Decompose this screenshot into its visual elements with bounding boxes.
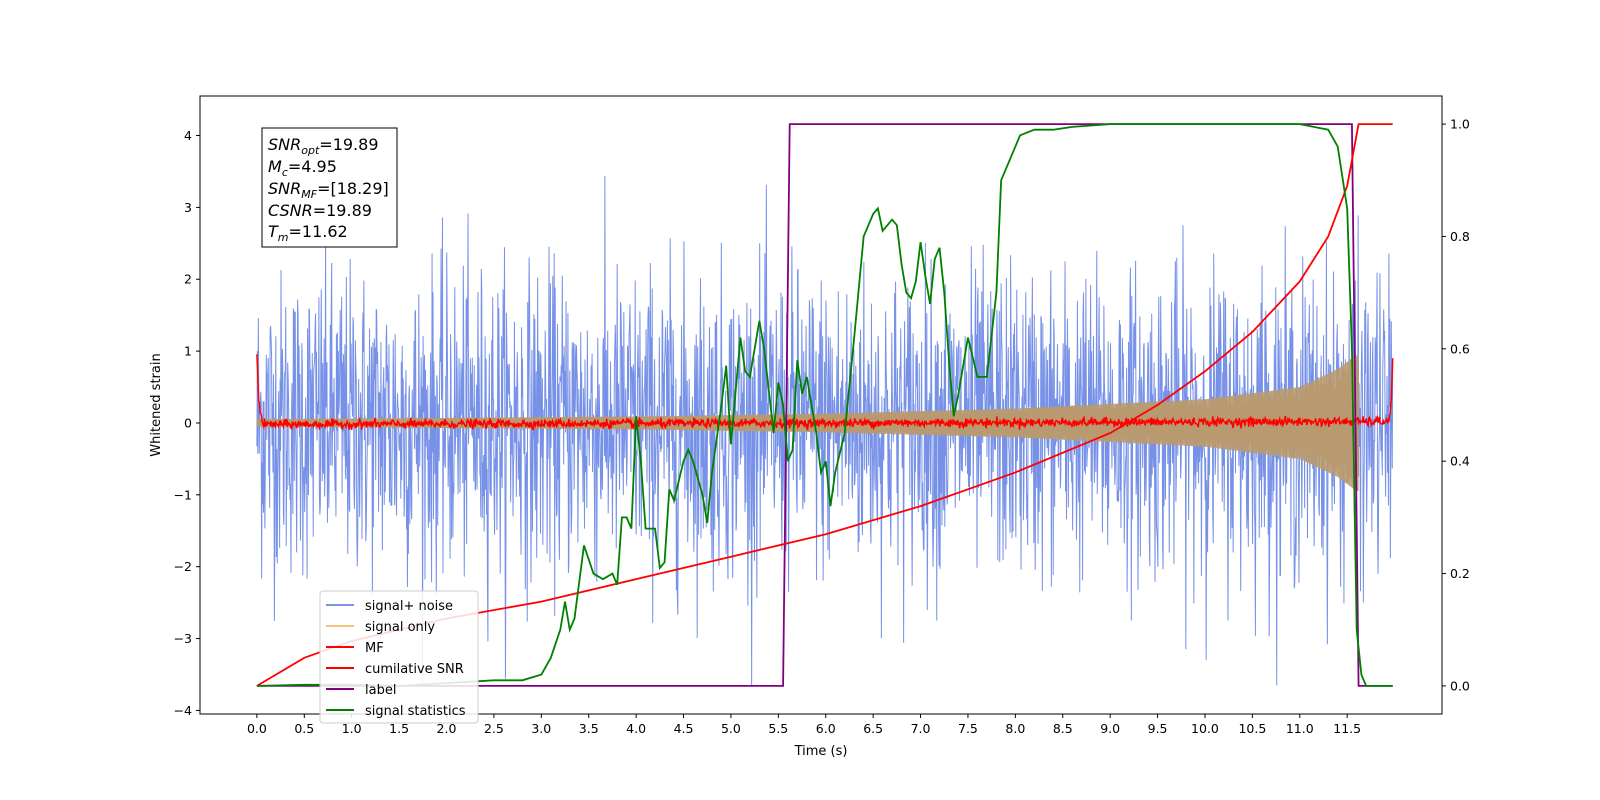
x-tick-label: 9.5	[1148, 721, 1168, 736]
info-box: SNRopt=19.89 Mc=4.95 SNRMF=[18.29] CSNR=…	[261, 127, 398, 248]
x-tick-label: 4.5	[674, 721, 694, 736]
y-tick-label: 4	[184, 128, 192, 143]
info-box-frame	[261, 127, 398, 248]
y2-tick-label: 0.0	[1450, 678, 1470, 693]
y-tick-label: −4	[174, 703, 192, 718]
y2-tick-label: 0.6	[1450, 341, 1470, 356]
info-snr-mf: SNRMF=[18.29]	[268, 179, 389, 201]
legend-item-signal-only: signal only	[326, 620, 435, 635]
legend-item-cumulative-snr: cumilative SNR	[326, 662, 464, 677]
x-tick-label: 3.0	[531, 721, 551, 736]
y-tick-label: 1	[184, 344, 192, 359]
y-tick-label: −2	[174, 559, 192, 574]
y-tick-label: −1	[174, 487, 192, 502]
legend-frame	[319, 590, 479, 724]
legend-item-signal-noise: signal+ noise	[326, 599, 453, 614]
info-snr-opt: SNRopt=19.89	[268, 135, 379, 157]
legend-label-label: label	[365, 683, 396, 698]
x-tick-label: 1.0	[342, 721, 362, 736]
legend-item-label: label	[326, 683, 396, 698]
info-mc: Mc=4.95	[268, 157, 337, 179]
x-tick-label: 6.0	[816, 721, 836, 736]
x-tick-label: 10.0	[1191, 721, 1219, 736]
x-tick-label: 11.5	[1333, 721, 1361, 736]
x-tick-label: 4.0	[626, 721, 646, 736]
legend: signal+ noise signal only MF cumilative …	[319, 590, 479, 724]
x-tick-label: 0.5	[294, 721, 314, 736]
x-tick-label: 2.5	[484, 721, 504, 736]
series-mf	[256, 354, 1394, 431]
plot-frame	[199, 95, 1443, 715]
y-tick-label: −3	[174, 631, 192, 646]
y-tick-label: 2	[184, 272, 192, 287]
legend-label-signal-noise: signal+ noise	[365, 599, 453, 614]
x-tick-label: 11.0	[1286, 721, 1314, 736]
x-tick-label: 2.0	[437, 721, 457, 736]
legend-item-signal-statistics: signal statistics	[326, 704, 466, 719]
y2-tick-label: 1.0	[1450, 117, 1470, 132]
x-tick-label: 3.5	[579, 721, 599, 736]
x-tick-label: 7.0	[911, 721, 931, 736]
x-tick-label: 8.0	[1005, 721, 1025, 736]
legend-item-mf: MF	[326, 641, 384, 656]
series-label	[256, 123, 1393, 687]
x-tick-label: 7.5	[958, 721, 978, 736]
y-axis-right: 1.0 0.8 0.6 0.4 0.2 0.0	[1442, 117, 1470, 693]
x-tick-label: 5.0	[721, 721, 741, 736]
y-axis-label: Whitened strain	[149, 353, 164, 456]
x-tick-label: 6.5	[863, 721, 883, 736]
x-tick-label: 10.5	[1238, 721, 1266, 736]
legend-label-signal-only: signal only	[365, 620, 435, 635]
x-tick-label: 1.5	[389, 721, 409, 736]
data-layer	[256, 123, 1394, 687]
y2-tick-label: 0.2	[1450, 566, 1470, 581]
series-signal-statistics	[256, 123, 1393, 687]
info-csnr: CSNR=19.89	[268, 201, 372, 220]
y-tick-label: 0	[184, 415, 192, 430]
x-tick-label: 5.5	[768, 721, 788, 736]
x-axis: 0.0 0.5 1.0 1.5 2.0 2.5 3.0 3.5 4.0 4.5 5.0 5.5 6.0 6…	[247, 714, 1361, 736]
legend-label-signal-statistics: signal statistics	[365, 704, 466, 719]
x-tick-label: 9.0	[1100, 721, 1120, 736]
y-axis-left: 4 3 2 1 0 −1 −2 −3 −4	[174, 128, 200, 718]
y-tick-label: 3	[184, 200, 192, 215]
x-tick-label: 8.5	[1053, 721, 1073, 736]
x-axis-label: Time (s)	[794, 744, 848, 759]
legend-label-cumulative-snr: cumilative SNR	[365, 662, 464, 677]
info-tm: Tm=11.62	[268, 222, 348, 244]
legend-label-mf: MF	[365, 641, 384, 656]
y2-tick-label: 0.8	[1450, 229, 1470, 244]
x-tick-label: 0.0	[247, 721, 267, 736]
y2-tick-label: 0.4	[1450, 454, 1470, 469]
